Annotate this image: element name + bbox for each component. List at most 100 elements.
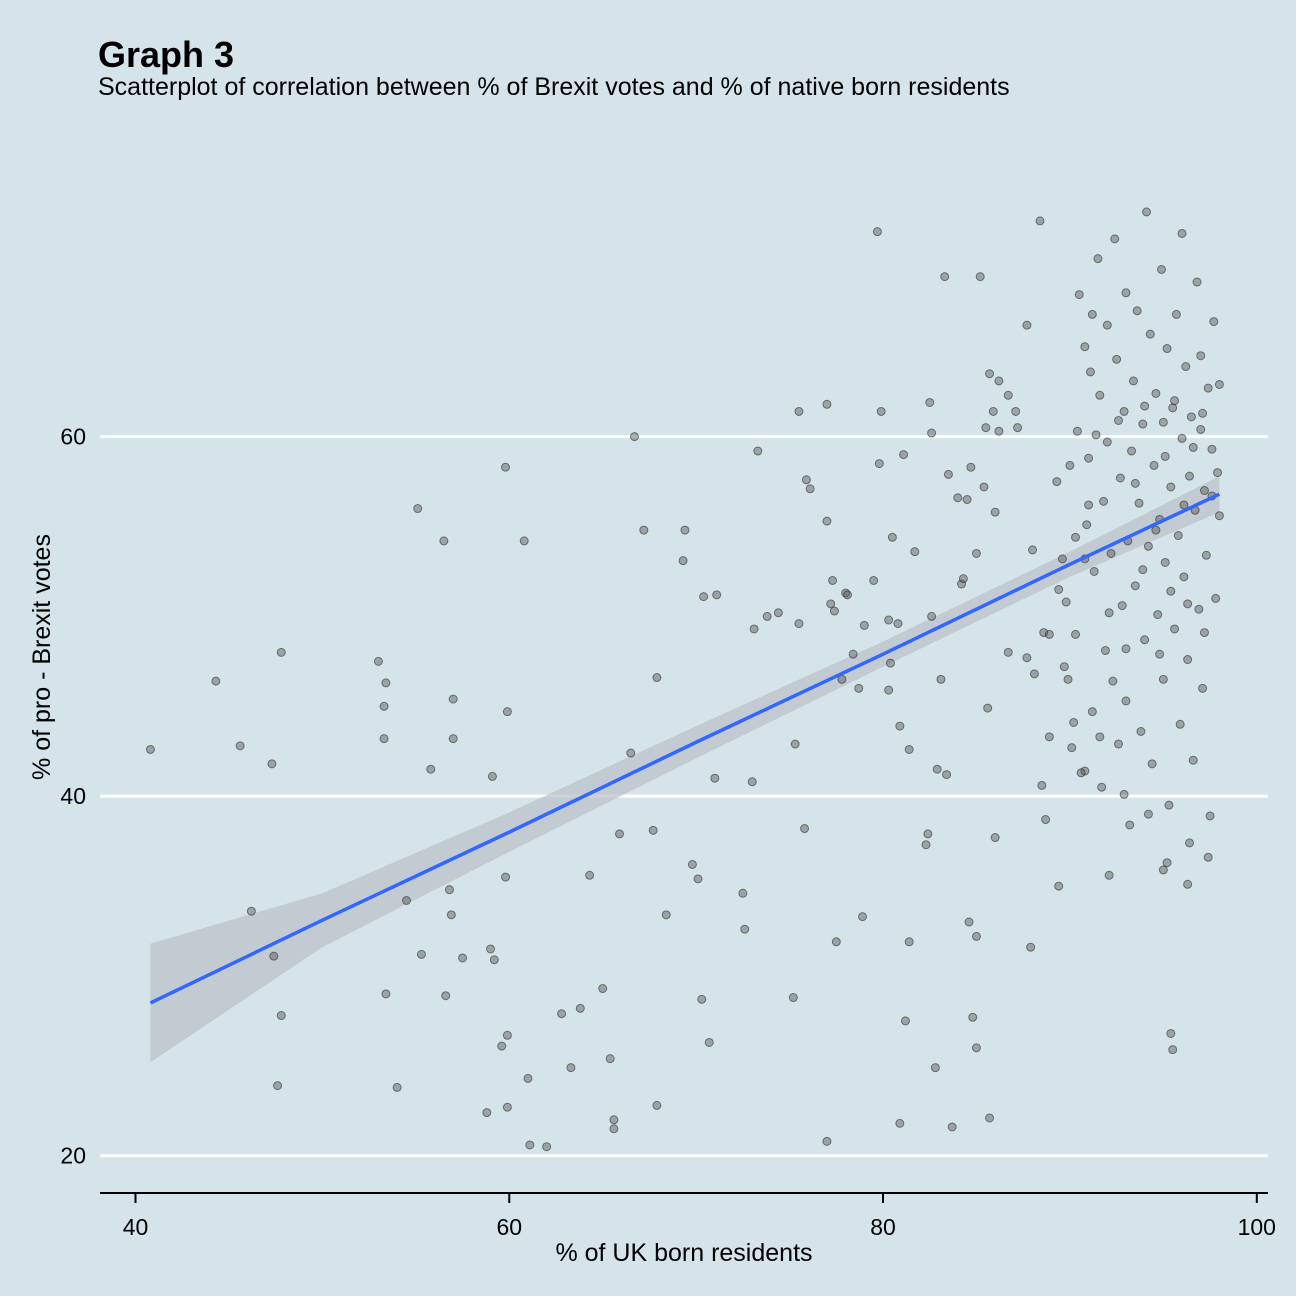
data-point-4 [267, 759, 277, 769]
data-point-1 [211, 676, 221, 686]
data-point-212 [1145, 329, 1155, 339]
data-point-104 [899, 450, 909, 460]
data-point-116 [936, 674, 946, 684]
data-point-162 [1061, 597, 1071, 607]
data-point-265 [1104, 608, 1114, 618]
data-point-201 [1125, 820, 1135, 830]
data-point-8 [276, 1011, 286, 1021]
data-point-2 [235, 741, 245, 751]
data-point-244 [1199, 486, 1209, 496]
data-point-61 [699, 592, 709, 602]
data-point-218 [1156, 264, 1166, 274]
data-point-163 [1063, 674, 1073, 684]
data-point-241 [1196, 424, 1206, 434]
data-point-243 [1198, 683, 1208, 693]
data-point-133 [981, 423, 991, 433]
data-point-41 [566, 1063, 576, 1073]
data-point-199 [1121, 696, 1131, 706]
data-point-227 [1171, 309, 1181, 319]
data-point-234 [1183, 655, 1193, 665]
data-point-224 [1166, 482, 1176, 492]
data-point-158 [1054, 584, 1064, 594]
x-tick-label-80: 80 [870, 1214, 896, 1240]
data-point-9 [373, 656, 383, 666]
data-point-132 [979, 482, 989, 492]
data-point-3 [246, 906, 256, 916]
data-point-48 [615, 829, 625, 839]
data-point-220 [1158, 417, 1168, 427]
data-point-248 [1207, 444, 1217, 454]
data-point-34 [502, 707, 512, 717]
data-point-95 [874, 459, 884, 469]
data-point-240 [1194, 604, 1204, 614]
data-point-176 [1082, 520, 1092, 530]
data-point-161 [1059, 662, 1069, 672]
data-point-262 [1188, 442, 1198, 452]
chart-subtitle: Scatterplot of correlation between % of … [98, 73, 1010, 101]
data-point-110 [923, 829, 933, 839]
data-point-58 [687, 859, 697, 869]
data-point-49 [626, 748, 636, 758]
data-point-228 [1173, 531, 1183, 541]
data-point-122 [957, 579, 967, 589]
data-point-112 [927, 611, 937, 621]
data-point-144 [1011, 406, 1021, 416]
data-point-114 [930, 1063, 940, 1073]
data-point-38 [525, 1140, 535, 1150]
data-point-35 [502, 1102, 512, 1112]
data-point-7 [276, 647, 286, 657]
data-point-16 [413, 504, 423, 514]
data-point-194 [1113, 739, 1123, 749]
data-point-150 [1029, 669, 1039, 679]
data-point-195 [1115, 473, 1125, 483]
data-point-272 [1095, 732, 1105, 742]
data-point-125 [964, 917, 974, 927]
data-point-139 [990, 507, 1000, 517]
data-point-13 [381, 989, 391, 999]
data-point-256 [1130, 478, 1140, 488]
data-point-273 [1119, 789, 1129, 799]
data-point-219 [1158, 674, 1168, 684]
data-point-84 [829, 606, 839, 616]
data-point-271 [1199, 628, 1209, 638]
data-point-237 [1188, 755, 1198, 765]
data-point-33 [502, 1030, 512, 1040]
data-point-189 [1104, 870, 1114, 880]
data-point-252 [1214, 379, 1224, 389]
data-point-25 [458, 953, 468, 963]
data-point-175 [1080, 342, 1090, 352]
data-point-216 [1153, 610, 1163, 620]
data-point-268 [1155, 649, 1165, 659]
data-point-45 [605, 1054, 615, 1064]
data-point-57 [680, 525, 690, 535]
data-point-174 [1076, 768, 1086, 778]
data-point-141 [994, 426, 1004, 436]
data-point-89 [848, 649, 858, 659]
data-point-182 [1093, 254, 1103, 264]
data-point-67 [747, 777, 757, 787]
data-point-31 [501, 872, 511, 882]
data-point-123 [958, 574, 968, 584]
data-point-128 [971, 548, 981, 558]
data-point-12 [381, 678, 391, 688]
data-point-28 [487, 771, 497, 781]
data-point-14 [392, 1082, 402, 1092]
data-point-160 [1057, 554, 1067, 564]
data-point-51 [639, 525, 649, 535]
data-point-50 [629, 432, 639, 442]
data-point-90 [854, 683, 864, 693]
data-point-250 [1211, 593, 1221, 603]
data-point-124 [962, 495, 972, 505]
data-point-142 [1003, 647, 1013, 657]
data-point-77 [801, 475, 811, 485]
data-point-278 [1166, 1028, 1176, 1038]
data-point-266 [1121, 644, 1131, 654]
data-point-59 [693, 874, 703, 884]
data-point-203 [1128, 376, 1138, 386]
data-point-157 [1052, 477, 1062, 487]
data-point-187 [1102, 320, 1112, 330]
data-point-239 [1192, 277, 1202, 287]
data-point-202 [1127, 446, 1137, 456]
data-point-106 [904, 937, 914, 947]
